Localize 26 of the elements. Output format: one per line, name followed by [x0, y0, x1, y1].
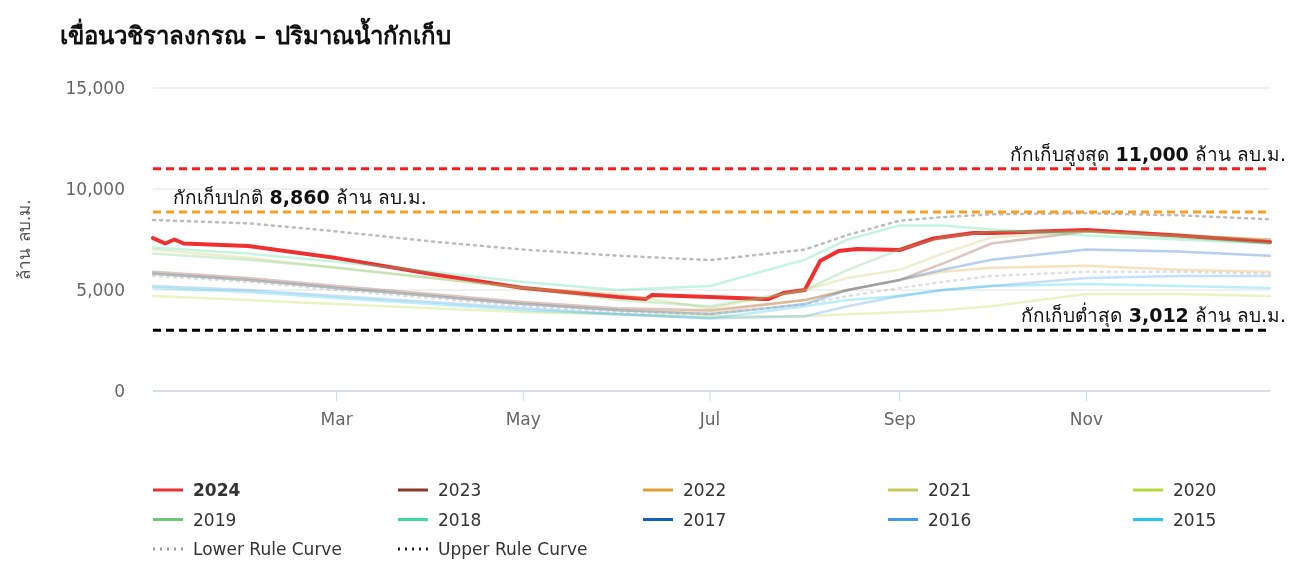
legend-label: 2021: [928, 480, 972, 500]
x-tick-label: Mar: [320, 409, 353, 429]
legend-label: 2024: [193, 480, 241, 500]
legend-label: 2016: [928, 509, 972, 530]
legend-label: 2017: [683, 509, 727, 530]
legend-label: 2022: [683, 480, 727, 500]
x-tick-label: Sep: [883, 409, 916, 429]
y-tick-label: 15,000: [65, 78, 125, 98]
y-tick-label: 10,000: [65, 179, 125, 199]
x-tick-label: Jul: [698, 409, 721, 429]
x-tick-label: May: [505, 409, 541, 429]
legend-label: 2023: [438, 480, 482, 500]
ref-line-label: กักเก็บต่ำสุด 3,012 ล้าน ลบ.ม.: [1021, 302, 1286, 329]
chart-title: เขื่อนวชิราลงกรณ – ปริมาณน้ำกักเก็บ: [60, 17, 451, 50]
y-axis-title: ล้าน ลบ.ม.: [14, 199, 34, 280]
legend-label: 2020: [1173, 480, 1217, 500]
legend-label: 2019: [193, 509, 237, 530]
x-tick-label: Nov: [1069, 409, 1103, 429]
ref-line-label: กักเก็บปกติ 8,860 ล้าน ลบ.ม.: [173, 185, 427, 209]
ref-line-label: กักเก็บสูงสุด 11,000 ล้าน ลบ.ม.: [1009, 141, 1286, 167]
legend-label: 2018: [438, 509, 482, 530]
y-tick-label: 5,000: [76, 280, 125, 300]
legend-label: Lower Rule Curve: [193, 539, 342, 559]
legend-label: 2015: [1173, 509, 1217, 530]
legend-label: Upper Rule Curve: [438, 539, 588, 559]
y-tick-label: 0: [114, 381, 125, 401]
